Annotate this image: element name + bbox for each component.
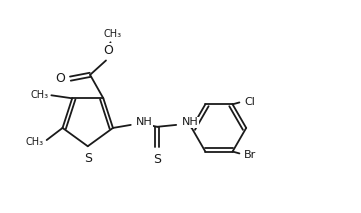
Text: NH: NH	[182, 117, 199, 127]
Text: Br: Br	[244, 150, 256, 160]
Text: O: O	[56, 72, 65, 85]
Text: S: S	[153, 153, 161, 166]
Text: O: O	[103, 44, 113, 57]
Text: S: S	[84, 152, 92, 165]
Text: CH₃: CH₃	[103, 29, 122, 39]
Text: CH₃: CH₃	[30, 90, 48, 100]
Text: CH₃: CH₃	[26, 137, 44, 147]
Text: NH: NH	[136, 117, 152, 127]
Text: Cl: Cl	[245, 97, 256, 107]
